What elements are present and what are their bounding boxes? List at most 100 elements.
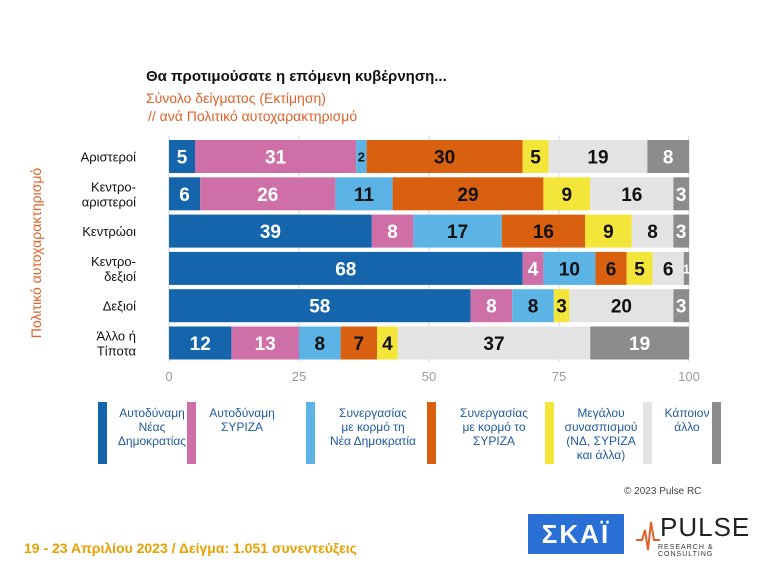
chart-subtitle-breakdown: // ανά Πολιτικό αυτοχαρακτηρισμό <box>148 108 358 124</box>
bar-segment <box>522 140 549 173</box>
bar-segment <box>543 177 591 211</box>
data-label: 11 <box>354 185 375 206</box>
data-label: 17 <box>447 222 468 243</box>
legend-swatch <box>187 402 196 464</box>
data-label: 3 <box>676 185 687 206</box>
x-tick-label: 75 <box>552 369 566 384</box>
bar-segment <box>683 251 689 285</box>
data-label: 37 <box>483 334 504 355</box>
legend-label: Αυτοδύναμη Νέας Δημοκρατίας <box>117 406 187 448</box>
bar-segment <box>397 326 591 360</box>
legend-label: Κάποιον άλλο <box>664 406 710 434</box>
chart-title: Θα προτιμούσατε η επόμενη κυβέρνηση... <box>146 68 447 85</box>
data-label: 7 <box>354 334 365 355</box>
bar-segment <box>590 177 674 211</box>
data-label: 8 <box>387 222 398 243</box>
bar-segment <box>590 326 689 360</box>
data-label: 5 <box>634 259 645 280</box>
data-label: 30 <box>434 148 455 169</box>
legend-label: Συνεργασίας με κορμό τη Νέα Δημοκρατία <box>329 406 416 448</box>
data-label: 19 <box>629 334 650 355</box>
data-label: 31 <box>265 148 287 169</box>
bar-segment <box>673 289 689 323</box>
bar-segment <box>470 289 513 323</box>
data-label: 3 <box>676 222 687 243</box>
pulse-logo-name: PULSE <box>660 512 751 542</box>
chart-subtitle: Σύνολο δείγματος (Εκτίμηση) <box>146 90 326 106</box>
data-label: 8 <box>486 297 497 318</box>
bar-segment <box>522 251 544 285</box>
bar-segment <box>169 140 195 173</box>
bar-segment <box>356 140 367 173</box>
bar-segment <box>195 140 357 173</box>
legend-label: Συνεργασίας με κορμό το ΣΥΡΙΖΑ <box>460 406 528 448</box>
data-label: 8 <box>528 297 539 318</box>
data-label: 5 <box>530 148 541 169</box>
bar-segment <box>673 214 689 248</box>
skai-logo: ΣΚΑΪ <box>528 514 624 554</box>
bar-segment <box>169 177 201 211</box>
data-label: 16 <box>621 185 642 206</box>
data-label: 3 <box>556 297 567 318</box>
data-label: 1 <box>683 261 690 276</box>
bar-segment <box>553 289 570 323</box>
data-label: 19 <box>587 148 608 169</box>
bar-segment <box>673 177 689 211</box>
category-label: Δεξιοί <box>103 299 136 314</box>
data-label: 8 <box>315 334 326 355</box>
category-label: Κεντρο-δεξιοί <box>91 254 136 284</box>
data-label: 68 <box>335 259 356 280</box>
category-label: Κεντρο-αριστεροί <box>82 179 136 209</box>
bar-segment <box>595 251 627 285</box>
data-label: 6 <box>606 259 617 280</box>
data-label: 20 <box>611 297 632 318</box>
bar-segment <box>585 214 632 248</box>
bar-segment <box>652 251 684 285</box>
pulse-wave-icon <box>636 521 660 551</box>
data-label: 13 <box>255 334 276 355</box>
data-label: 4 <box>382 334 393 355</box>
legend-swatch <box>306 402 315 464</box>
legend-swatch <box>545 402 554 464</box>
bar-segment <box>512 289 554 323</box>
x-tick-label: 25 <box>292 369 306 384</box>
x-tick-label: 50 <box>422 369 436 384</box>
bar-segment <box>200 177 336 211</box>
bar-segment <box>299 326 341 360</box>
bar-segment <box>626 251 653 285</box>
bar-segment <box>392 177 544 211</box>
data-label: 16 <box>533 222 554 243</box>
bar-segment <box>340 326 377 360</box>
data-label: 8 <box>663 148 674 169</box>
data-label: 3 <box>676 297 687 318</box>
copyright: © 2023 Pulse RC <box>624 486 702 497</box>
data-label: 2 <box>358 150 365 165</box>
legend-label: Αυτοδύναμη ΣΥΡΙΖΑ <box>209 406 275 434</box>
bar-segment <box>371 214 414 248</box>
data-label: 4 <box>528 259 539 280</box>
pulse-logo: PULSE RESEARCH & CONSULTING <box>636 512 749 558</box>
bar-segment <box>169 214 372 248</box>
pulse-logo-tagline: RESEARCH & CONSULTING <box>658 544 714 558</box>
bar-segment <box>647 140 689 173</box>
data-label: 6 <box>179 185 190 206</box>
data-label: 39 <box>260 222 281 243</box>
bar-segment <box>548 140 648 173</box>
bar-segment <box>169 289 471 323</box>
data-label: 5 <box>177 148 188 169</box>
bar-segment <box>169 251 523 285</box>
bar-segment <box>413 214 502 248</box>
data-label: 9 <box>603 222 614 243</box>
data-label: 8 <box>647 222 658 243</box>
legend-swatch <box>712 402 721 464</box>
category-label: Άλλο ή Τίποτα <box>96 329 136 359</box>
stacked-bar-chart: 0255075100PULSEΑριστεροί5312305198Κεντρο… <box>81 136 700 384</box>
data-label: 12 <box>190 334 211 355</box>
bar-segment <box>169 326 232 360</box>
legend-label: Μεγάλου συνασπισμού (ΝΔ, ΣΥΡΙΖΑ και άλλα… <box>564 406 638 462</box>
legend-swatch <box>643 402 652 464</box>
bar-segment <box>569 289 674 323</box>
bar-segment <box>501 214 585 248</box>
category-label: Κεντρώοι <box>82 224 136 239</box>
data-label: 26 <box>257 185 278 206</box>
